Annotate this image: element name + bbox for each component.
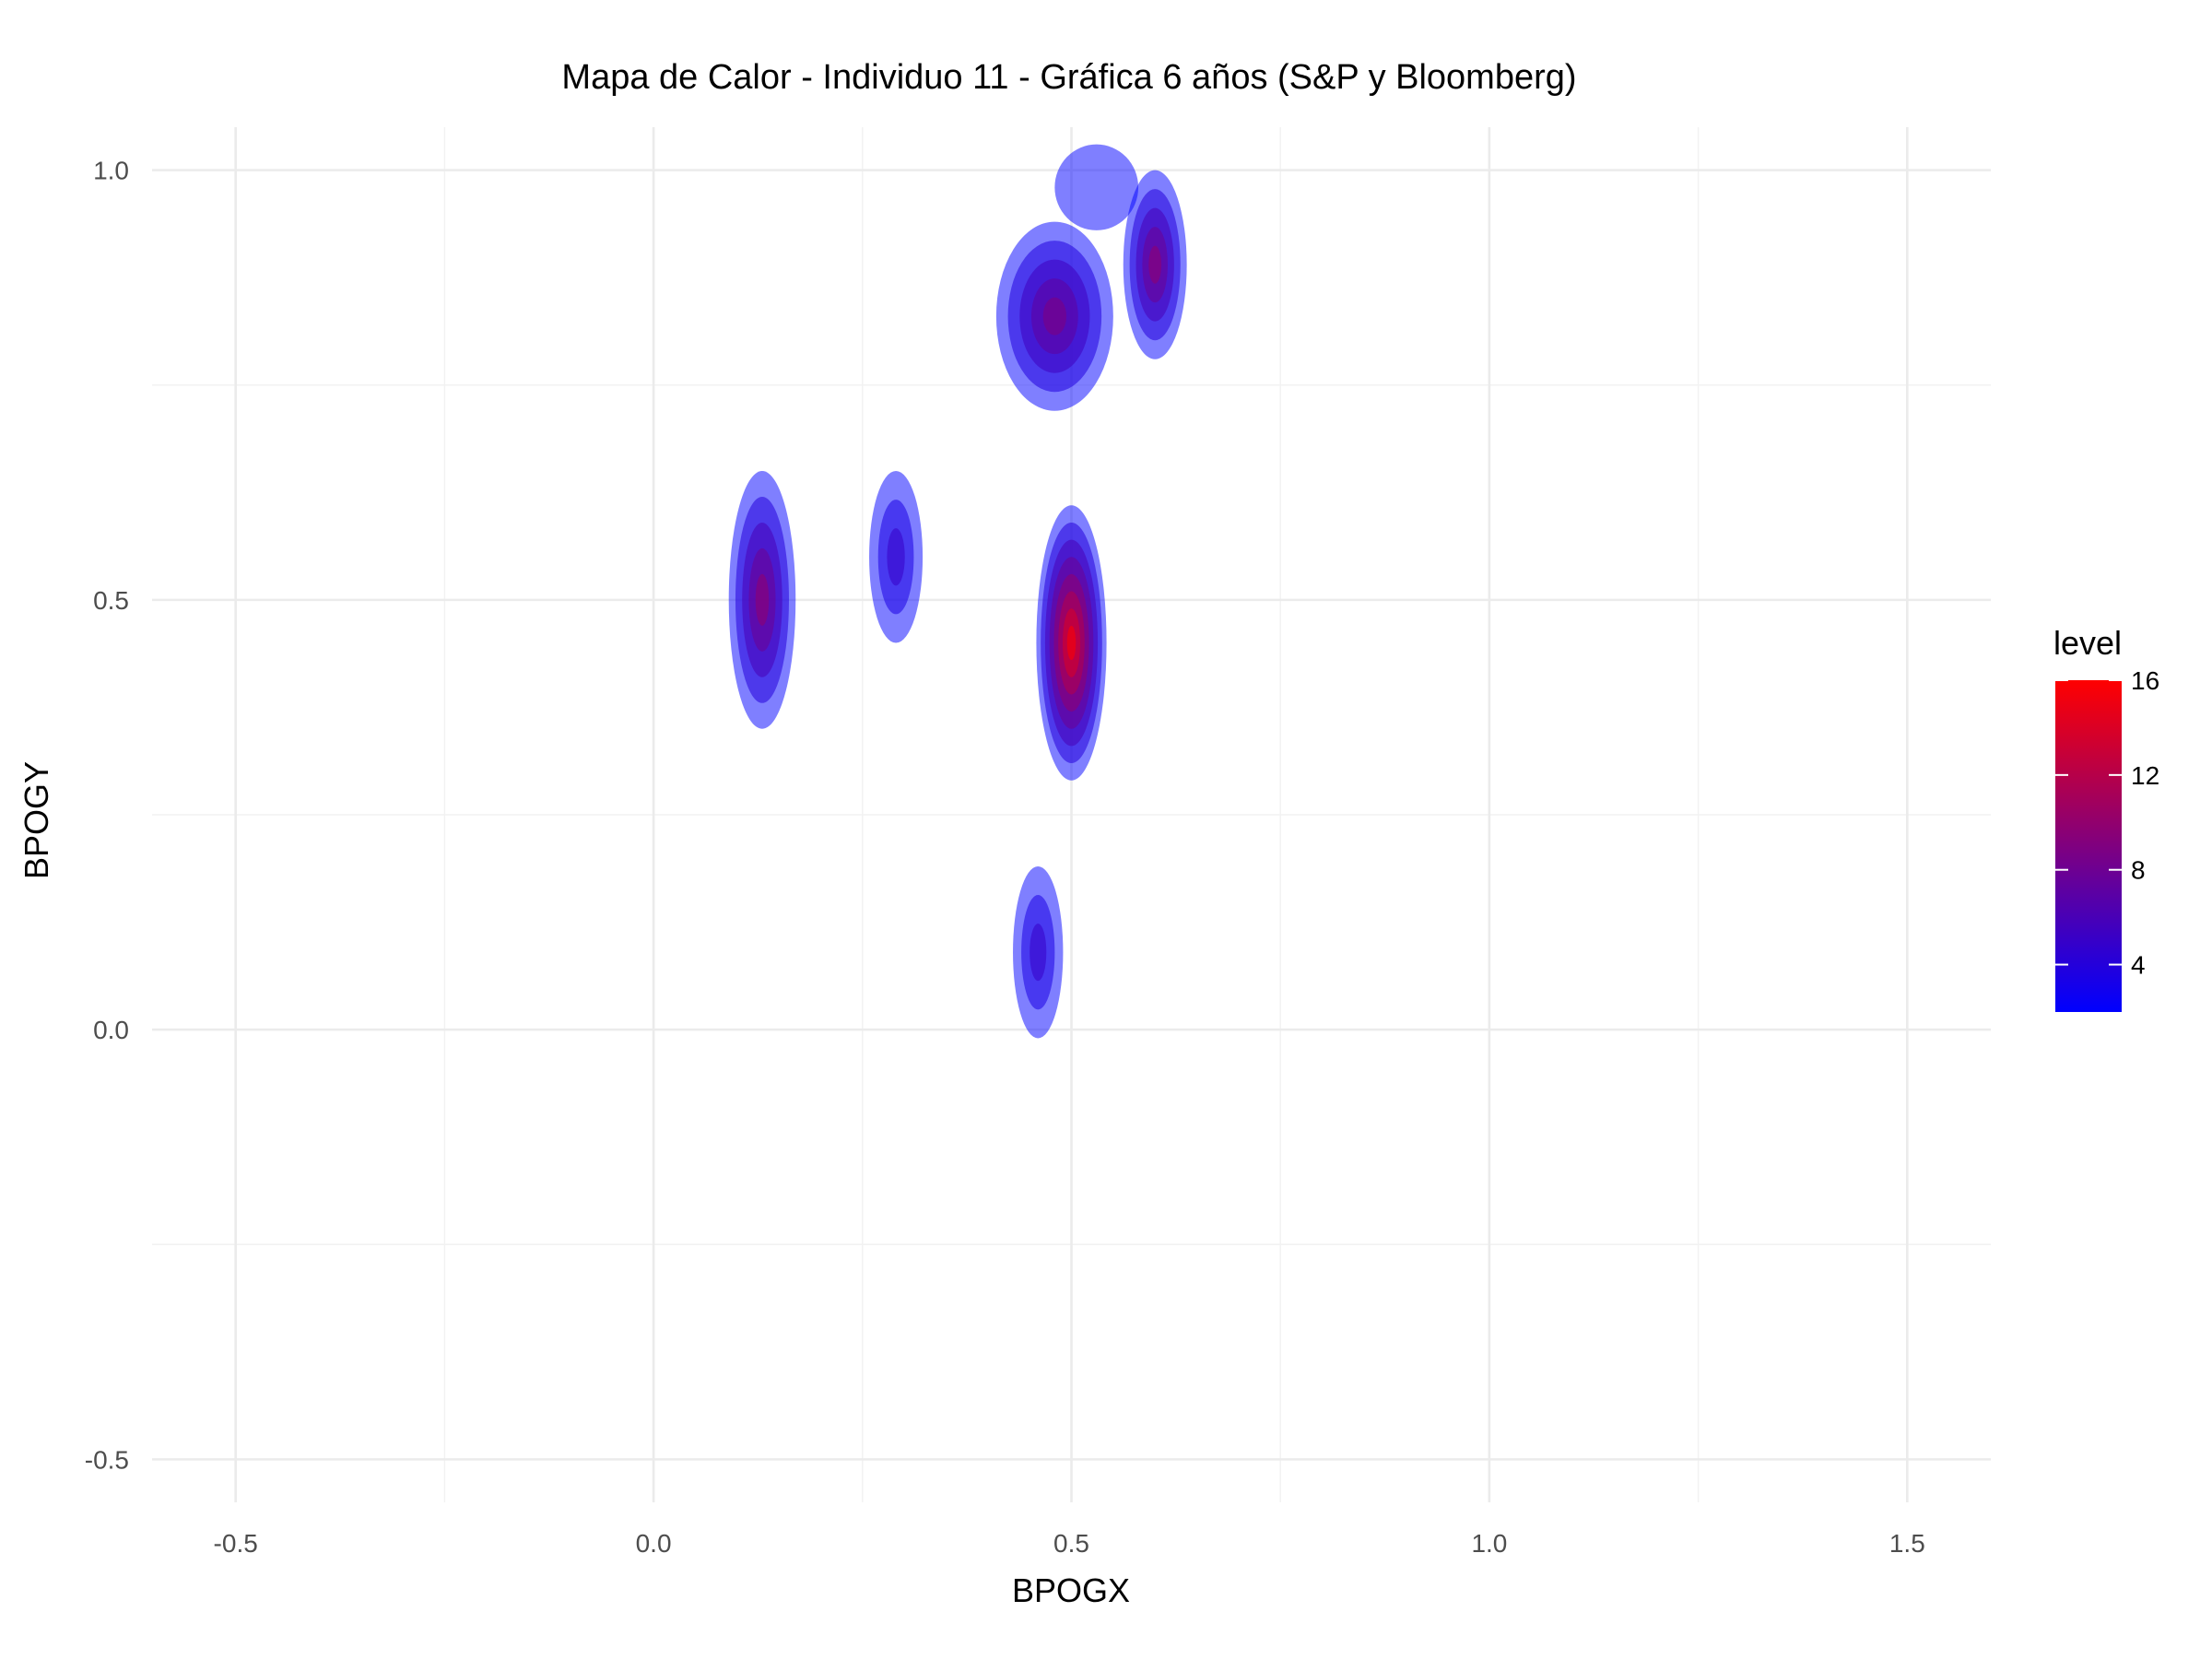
legend-tick-label: 16 bbox=[2131, 666, 2159, 695]
density-contour-band bbox=[755, 573, 770, 626]
y-tick-label: 0.5 bbox=[93, 586, 129, 615]
x-tick-label: 0.5 bbox=[1053, 1529, 1089, 1558]
x-tick-label: 1.5 bbox=[1889, 1529, 1925, 1558]
legend-tick-label: 4 bbox=[2131, 951, 2146, 980]
density-contour-band bbox=[1066, 625, 1077, 661]
y-axis-tick-labels: -0.5 0.0 0.5 1.0 bbox=[85, 157, 129, 1475]
x-axis-title: BPOGX bbox=[1012, 1571, 1130, 1609]
legend-title: level bbox=[2053, 624, 2122, 662]
legend-ticks: 4 8 12 16 bbox=[2055, 666, 2159, 980]
density-contour-band bbox=[887, 528, 905, 586]
legend-tick-label: 12 bbox=[2131, 761, 2159, 790]
legend-colorbar bbox=[2055, 680, 2122, 1012]
chart-title: Mapa de Calor - Individuo 11 - Gráfica 6… bbox=[561, 58, 1576, 97]
density-contour-band bbox=[1148, 245, 1162, 284]
density-contours bbox=[728, 144, 1187, 1039]
density-contour-band bbox=[1042, 297, 1067, 335]
y-tick-label: 1.0 bbox=[93, 157, 129, 185]
density-contour-band bbox=[1054, 144, 1139, 230]
x-tick-label: 0.0 bbox=[636, 1529, 672, 1558]
y-axis-title: BPOGY bbox=[18, 761, 55, 879]
major-gridlines bbox=[152, 127, 1991, 1502]
legend-tick-label: 8 bbox=[2131, 856, 2146, 885]
legend: level 4 8 12 16 bbox=[2053, 624, 2159, 1012]
x-tick-label: 1.0 bbox=[1471, 1529, 1507, 1558]
y-tick-label: 0.0 bbox=[93, 1016, 129, 1044]
x-tick-label: -0.5 bbox=[214, 1529, 258, 1558]
x-axis-tick-labels: -0.5 0.0 0.5 1.0 1.5 bbox=[214, 1529, 1925, 1558]
y-tick-label: -0.5 bbox=[85, 1445, 129, 1474]
density-contour-band bbox=[1030, 924, 1047, 982]
